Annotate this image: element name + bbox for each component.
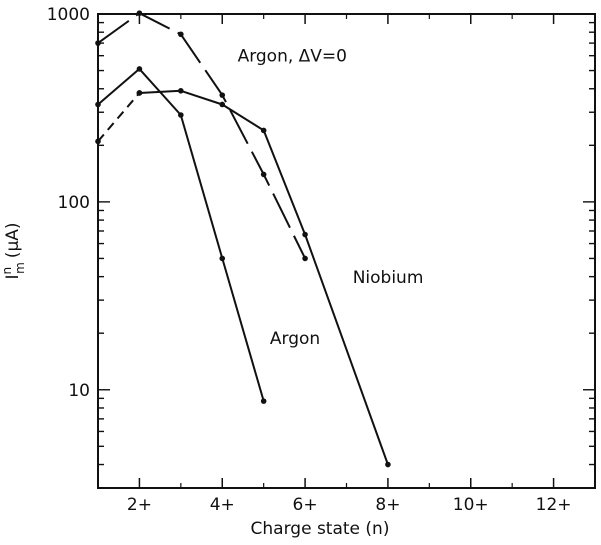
data-point xyxy=(178,112,184,118)
x-tick-label: 6+ xyxy=(293,495,318,515)
data-point xyxy=(136,90,143,96)
series-label-argon-dv0: Argon, ΔV=0 xyxy=(238,46,347,66)
series-line-2 xyxy=(139,89,389,465)
y-axis-title-base: I xyxy=(3,275,23,280)
data-point xyxy=(385,461,391,468)
x-tick-label: 8+ xyxy=(375,495,400,515)
data-point xyxy=(219,92,226,98)
plot-frame xyxy=(97,13,596,489)
y-tick-label: 1000 xyxy=(47,5,90,25)
data-point xyxy=(219,255,226,262)
data-point xyxy=(95,40,101,46)
data-point xyxy=(136,10,143,16)
data-point xyxy=(302,255,308,262)
series-line-1 xyxy=(97,67,265,402)
data-point xyxy=(178,31,184,38)
data-point xyxy=(178,88,184,94)
y-axis-title-sup: n xyxy=(0,267,14,275)
data-point xyxy=(260,171,267,178)
x-tick-label: 10+ xyxy=(453,495,489,515)
y-tick-label: 100 xyxy=(58,193,90,213)
data-point xyxy=(95,138,101,145)
series-label-argon: Argon xyxy=(270,329,320,349)
x-tick-label: 12+ xyxy=(536,495,572,515)
data-point xyxy=(260,398,267,404)
data-point xyxy=(260,127,267,134)
series-labels: Argon, ΔV=0 Argon Niobium xyxy=(238,46,424,349)
series-lines xyxy=(95,10,391,468)
data-point xyxy=(219,101,226,108)
data-point xyxy=(136,66,143,72)
series-label-niobium: Niobium xyxy=(353,268,424,288)
x-axis-title: Charge state (n) xyxy=(251,519,390,539)
y-axis-title-sub: m xyxy=(13,262,27,274)
ticks: 2+ 4+ 6+ 8+ 10+ 12+ 10 100 1000 xyxy=(47,5,595,515)
y-axis-title: Inm (μA) xyxy=(0,222,27,279)
x-tick-label: 4+ xyxy=(210,495,235,515)
data-point xyxy=(302,231,308,238)
series-line-3 xyxy=(97,92,141,142)
data-point xyxy=(95,101,101,108)
y-axis-title-unit: (μA) xyxy=(3,222,23,258)
x-tick-label: 2+ xyxy=(127,495,152,515)
y-tick-label: 10 xyxy=(68,381,90,401)
